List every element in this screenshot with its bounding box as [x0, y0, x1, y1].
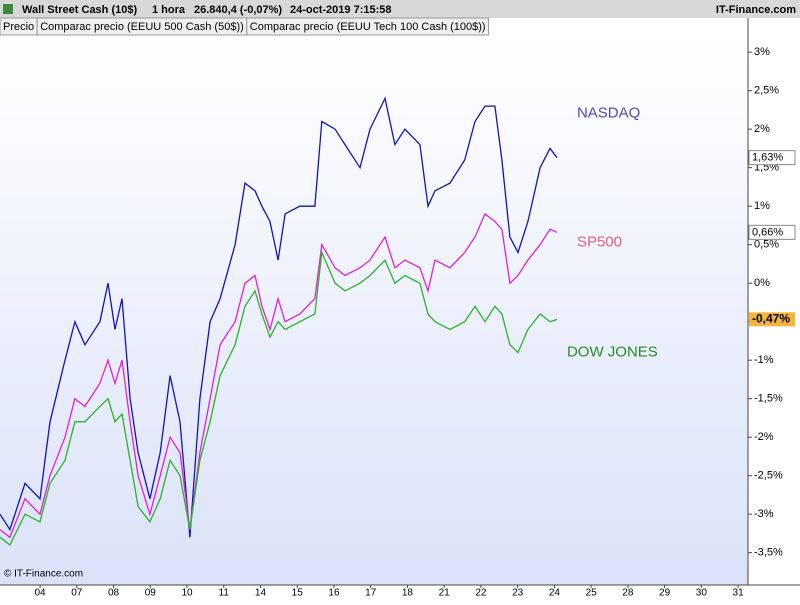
- x-tick-label: 29: [659, 588, 671, 599]
- x-tick-label: 30: [696, 588, 708, 599]
- y-tick-label: 2%: [754, 123, 770, 135]
- icon: [3, 4, 13, 14]
- x-tick-label: 07: [71, 588, 83, 599]
- x-tick-label: 25: [586, 588, 598, 599]
- x-tick-label: 17: [365, 588, 377, 599]
- series-name: NASDAQ: [577, 105, 640, 122]
- tab-label: Precio: [3, 21, 34, 33]
- tab-label: Comparac precio (EEUU 500 Cash (50$)): [40, 21, 244, 33]
- y-tick-label: -2,5%: [754, 470, 783, 482]
- y-tick-label: 0,5%: [754, 239, 779, 251]
- x-tick-label: 21: [439, 588, 451, 599]
- y-tick-label: 1%: [754, 200, 770, 212]
- x-tick-label: 10: [181, 588, 193, 599]
- y-tick-label: -3%: [754, 508, 774, 520]
- y-tick-label: 2,5%: [754, 85, 779, 97]
- x-tick-label: 31: [733, 588, 745, 599]
- x-tick-label: 24: [549, 588, 561, 599]
- tab: [246, 17, 490, 36]
- x-tick-label: 23: [512, 588, 524, 599]
- instrument: Wall Street Cash (10$): [22, 4, 137, 16]
- y-tick-label: -1%: [754, 354, 774, 366]
- series-name: DOW JONES: [567, 343, 658, 360]
- last-value-box: [749, 312, 795, 327]
- y-tick-label: 0%: [754, 277, 770, 289]
- y-tick-label: -3,5%: [754, 547, 783, 559]
- series-line: [0, 249, 558, 547]
- series-line: [0, 212, 558, 539]
- title-bar: [0, 0, 800, 18]
- x-tick-label: 14: [255, 588, 267, 599]
- tab-label: Comparac precio (EEUU Tech 100 Cash (100…: [250, 21, 486, 33]
- quote: 26.840,4 (-0,07%): [194, 4, 282, 16]
- x-tick-label: 18: [402, 588, 414, 599]
- brand: IT-Finance.com: [716, 4, 796, 16]
- x-tick-label: 09: [145, 588, 157, 599]
- x-tick-label: 15: [292, 588, 304, 599]
- x-tick-label: 11: [219, 588, 230, 599]
- x-tick-label: 16: [328, 588, 340, 599]
- last-value-box: [748, 150, 796, 166]
- x-tick-label: 28: [622, 588, 634, 599]
- interval: 1 hora: [152, 4, 186, 16]
- last-value-box: [748, 224, 796, 240]
- series-name: SP500: [577, 233, 622, 250]
- x-tick-label: 22: [475, 588, 487, 599]
- last-value-label: -0,47%: [752, 312, 790, 326]
- datetime: 24-oct-2019 7:15:58: [290, 4, 392, 16]
- y-tick-label: 3%: [754, 46, 770, 58]
- y-tick-label: -1,5%: [754, 393, 783, 405]
- x-tick-label: 08: [108, 588, 120, 599]
- footer: © IT-Finance.com: [4, 569, 83, 580]
- plot-area: [0, 36, 748, 585]
- x-tick-label: 04: [34, 588, 46, 599]
- y-tick-label: -2%: [754, 431, 774, 443]
- last-value-label: 0,66%: [752, 226, 783, 238]
- series-line: [0, 96, 558, 538]
- last-value-label: 1,63%: [752, 152, 783, 164]
